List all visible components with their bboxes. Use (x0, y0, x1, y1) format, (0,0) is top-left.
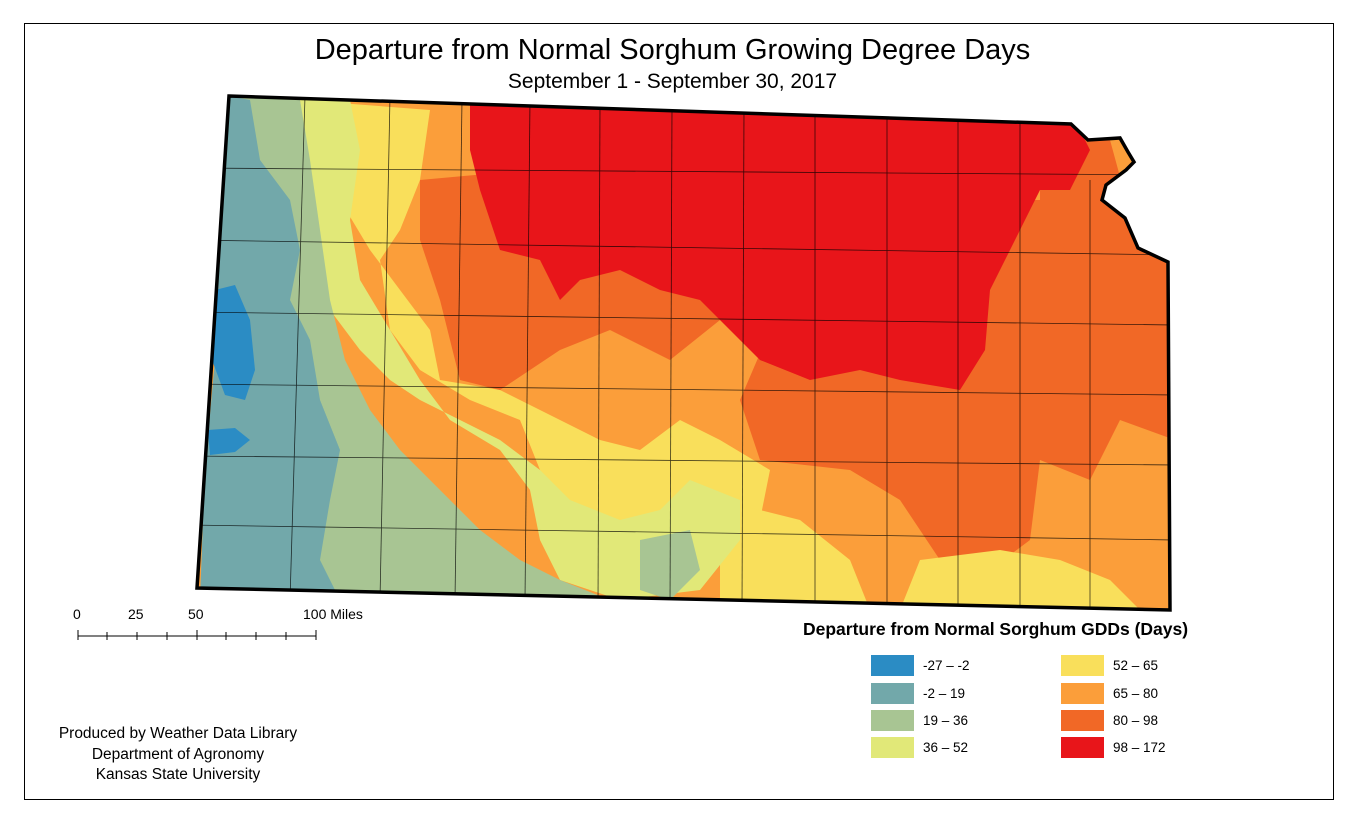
map-title: Departure from Normal Sorghum Growing De… (314, 34, 1031, 66)
legend-swatch (1061, 709, 1104, 731)
legend-swatch (871, 736, 914, 758)
map-subtitle: September 1 - September 30, 2017 (507, 70, 838, 93)
legend-item: -27 – -2 (871, 654, 970, 676)
credits-line-3: Kansas State University (95, 766, 261, 783)
legend-swatch (1061, 736, 1104, 758)
kansas-boundary (195, 94, 1172, 612)
legend-label: 98 – 172 (1113, 739, 1166, 755)
legend-item: -2 – 19 (871, 682, 965, 704)
legend-swatch (1061, 682, 1104, 704)
zone-52-65-south (720, 500, 870, 610)
county-boundaries (197, 96, 1170, 609)
zone-52-65-west (300, 100, 770, 560)
legend-label: -2 – 19 (923, 685, 966, 701)
legend-label: 65 – 80 (1113, 685, 1159, 701)
zone-neg2-19 (200, 96, 340, 600)
legend-label: 19 – 36 (923, 712, 969, 728)
legend-title: Departure from Normal Sorghum GDDs (Days… (803, 619, 1189, 639)
legend-label: 52 – 65 (1113, 657, 1159, 673)
credits-line-1: Produced by Weather Data Library (58, 725, 298, 742)
legend-swatch (871, 682, 914, 704)
legend-item: 36 – 52 (871, 736, 968, 758)
legend-swatch (871, 654, 914, 676)
credits-block: Produced by Weather Data Library Departm… (28, 724, 328, 786)
scale-bar (77, 630, 317, 640)
zone-neg27-neg2 (212, 285, 255, 400)
legend-item: 98 – 172 (1061, 736, 1166, 758)
legend-swatch (1061, 654, 1104, 676)
legend-item: 19 – 36 (871, 709, 968, 731)
zone-36-52 (300, 100, 740, 600)
legend-item: 80 – 98 (1061, 709, 1158, 731)
zone-98-172 (470, 100, 1090, 390)
scale-label-25: 25 (128, 606, 144, 622)
legend-swatch (871, 709, 914, 731)
legend-label: 80 – 98 (1113, 712, 1159, 728)
scale-label-100-miles: 100 Miles (303, 606, 363, 622)
scale-label-50: 50 (188, 606, 204, 622)
legend-label: -27 – -2 (923, 657, 970, 673)
zone-neg27-neg2-small (208, 428, 250, 455)
legend-item: 52 – 65 (1061, 654, 1158, 676)
legend-label: 36 – 52 (923, 739, 969, 755)
scale-label-0: 0 (73, 606, 81, 622)
credits-line-2: Department of Agronomy (91, 745, 265, 763)
gdd-departure-surface (197, 96, 1170, 610)
legend-item: 65 – 80 (1061, 682, 1158, 704)
